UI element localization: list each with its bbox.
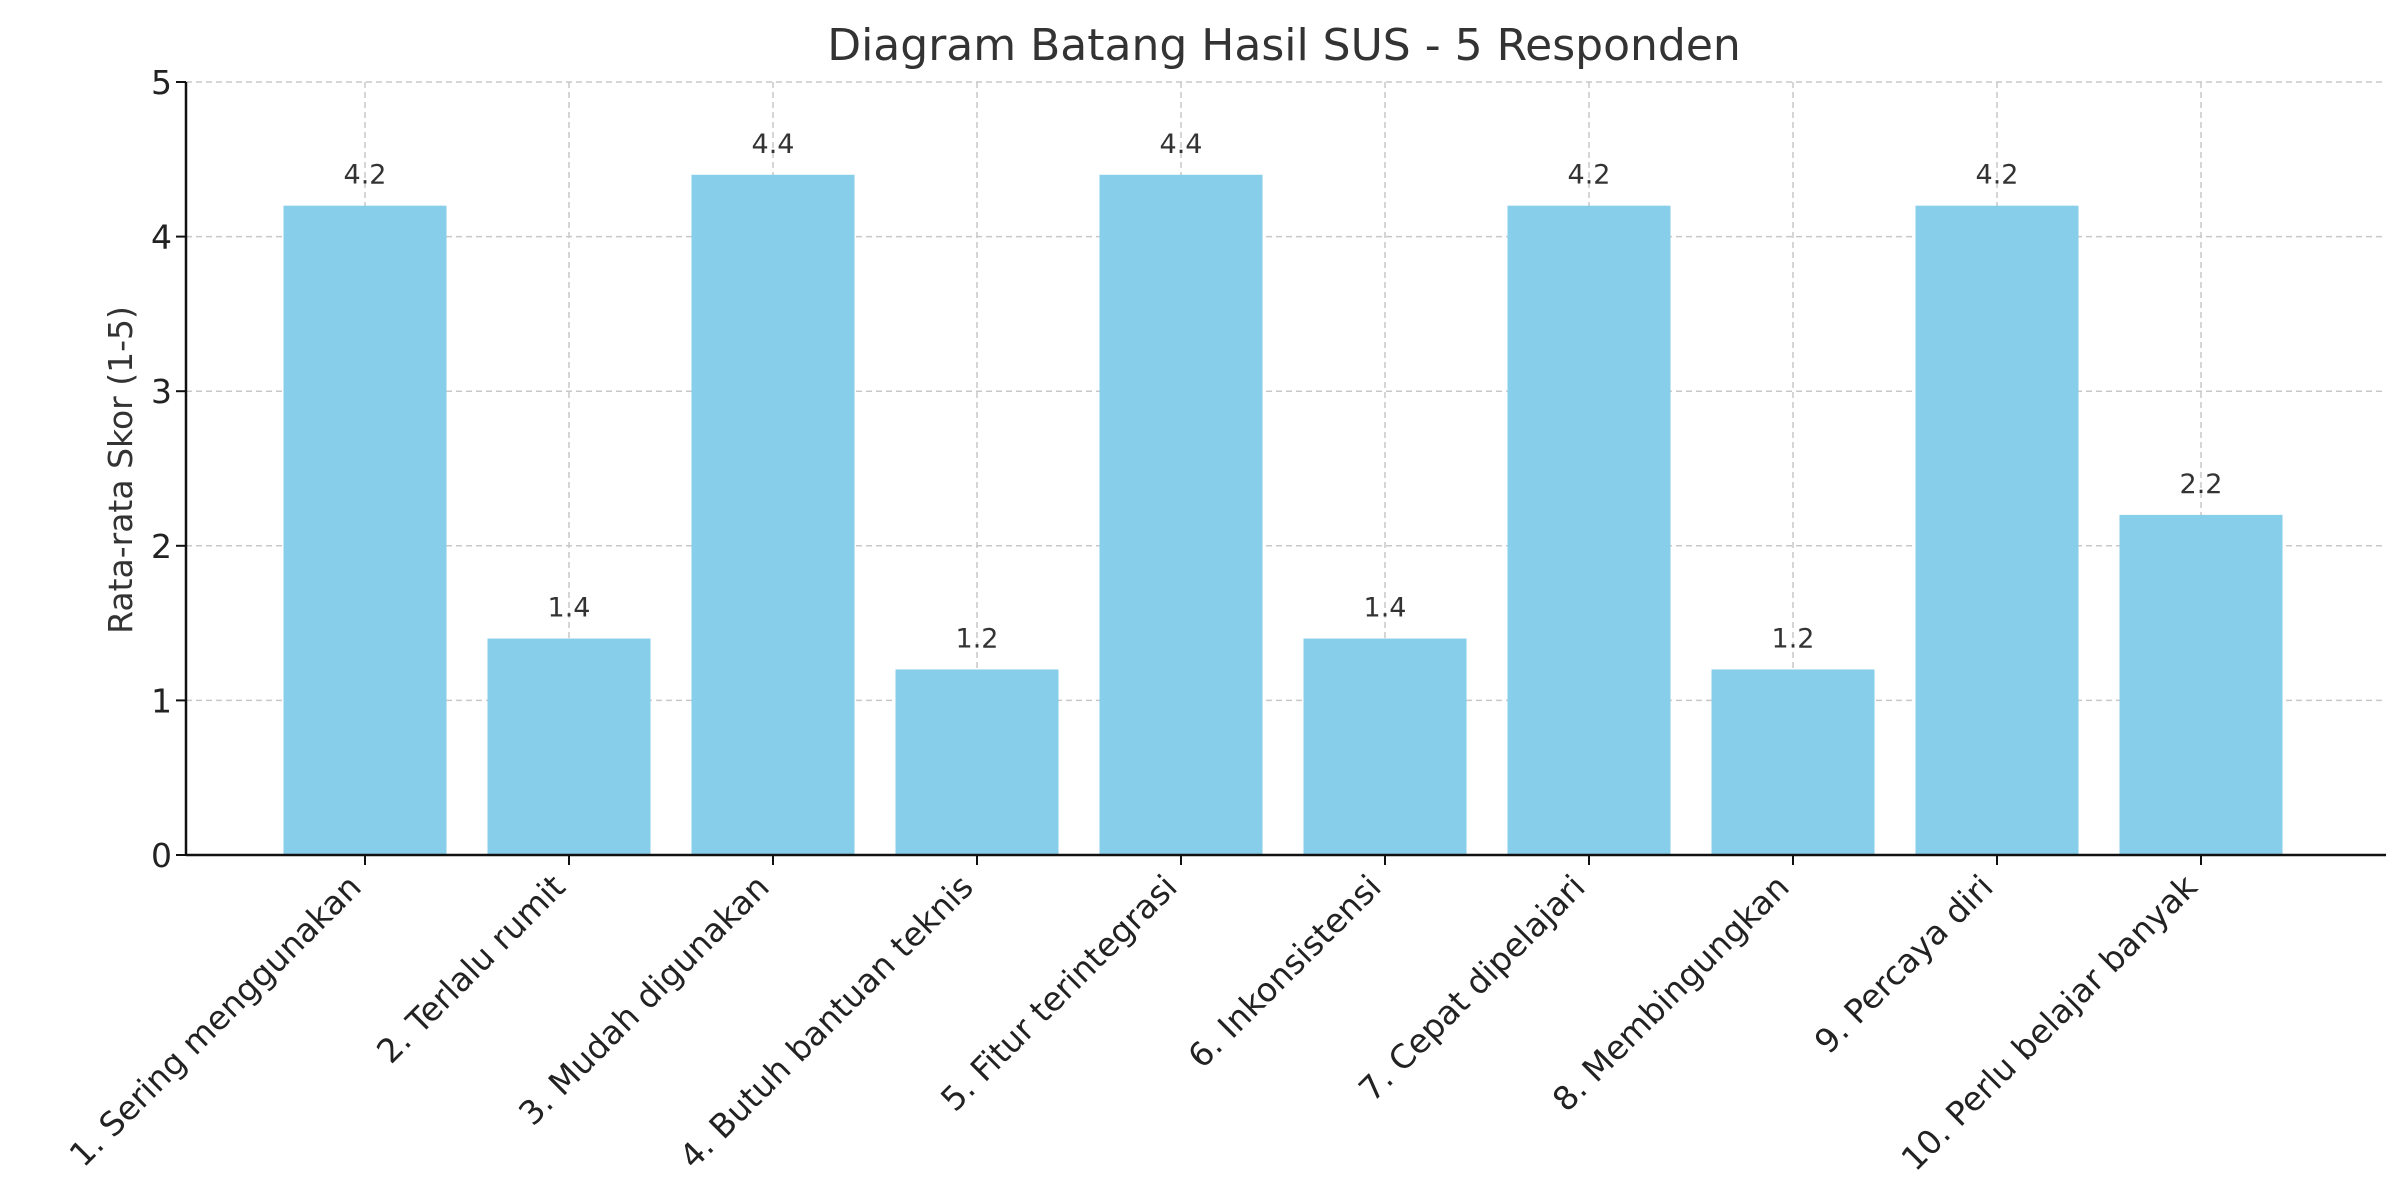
bar-value-label: 4.2 (1976, 160, 2019, 191)
y-tick-label: 0 (151, 836, 172, 875)
x-tick-label: 7. Cepat dipelajari (1351, 867, 1593, 1109)
bar (1711, 669, 1875, 855)
x-tick-label: 6. Inkonsistensi (1180, 867, 1388, 1075)
y-tick-label: 4 (151, 218, 172, 257)
x-tick-label: 2. Terlalu rumit (369, 867, 573, 1071)
bar (283, 205, 447, 855)
bar-value-label: 4.2 (344, 160, 387, 191)
x-tick-label: 5. Fitur terintegrasi (933, 867, 1185, 1119)
bar-value-label: 1.4 (548, 593, 591, 624)
y-tick-label: 3 (151, 372, 172, 411)
bar-value-label: 1.2 (1772, 623, 1815, 654)
x-tick-label: 8. Membingungkan (1545, 867, 1797, 1119)
bar (1099, 174, 1263, 855)
bar-value-label: 1.2 (956, 623, 999, 654)
x-tick-label: 1. Sering menggunakan (62, 867, 369, 1174)
bar (487, 638, 651, 855)
bar-value-label: 1.4 (1364, 593, 1407, 624)
bar (1507, 205, 1671, 855)
y-tick-label: 2 (151, 527, 172, 566)
bar-value-label: 4.2 (1568, 160, 1611, 191)
y-tick-label: 1 (151, 681, 172, 720)
bar-value-label: 2.2 (2180, 469, 2223, 500)
y-axis-label: Rata-rata Skor (1-5) (101, 306, 140, 634)
bar (1915, 205, 2079, 855)
bars (283, 174, 2283, 855)
bar (895, 669, 1059, 855)
bar (2119, 514, 2283, 855)
y-tick-label: 5 (151, 63, 172, 102)
bar (691, 174, 855, 855)
bar-value-label: 4.4 (1160, 129, 1203, 160)
axes (176, 81, 2386, 865)
bar-value-label: 4.4 (752, 129, 795, 160)
bar (1303, 638, 1467, 855)
x-tick-label: 9. Percaya diri (1807, 867, 2001, 1061)
chart-title: Diagram Batang Hasil SUS - 5 Responden (827, 20, 1741, 71)
